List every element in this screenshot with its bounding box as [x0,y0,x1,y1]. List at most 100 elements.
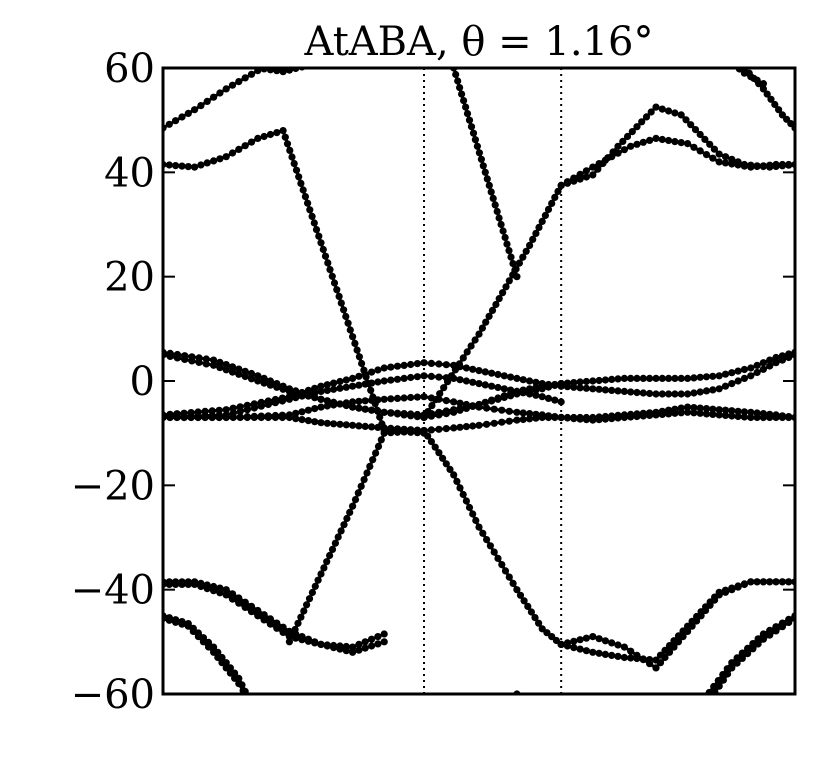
band-point [646,411,654,419]
band-point [226,669,234,677]
band-series-22 [557,578,795,672]
band-point [317,570,325,578]
band-point [387,429,395,437]
band-point [715,150,723,158]
band-point [772,359,780,367]
band-point [241,367,249,375]
band-point [165,580,173,589]
band-point [285,387,293,395]
band-point [441,711,448,718]
band-point [688,617,696,625]
band-point [715,385,723,393]
band-point [407,427,415,435]
band-point [260,611,268,619]
band-point [527,608,536,616]
band-point [767,95,775,103]
band-point [526,385,534,393]
band-point [627,647,635,655]
band-point [696,147,704,155]
band-point [488,306,497,314]
band-point [778,356,787,364]
band-point [342,421,350,429]
band-point [701,135,709,143]
band-point [300,607,308,615]
band-point [595,416,603,424]
band-point [507,373,515,381]
band-point [483,175,491,183]
band-point [400,374,408,382]
band-point [747,413,755,422]
band-point [248,701,255,708]
band-point [734,161,742,169]
band-point [450,398,458,406]
band-point [180,413,188,422]
band-point [473,142,481,150]
band-point [709,372,717,380]
band-point [724,670,732,678]
band-point [772,578,780,586]
band-series-4 [557,134,795,189]
band-point [721,406,730,414]
band-point [460,97,468,105]
band-point [766,161,774,169]
band-point [317,419,325,427]
band-point [721,159,730,167]
band-point [204,643,213,651]
band-point [501,567,510,575]
y-tick-label: 40 [104,150,155,196]
band-point [280,52,287,59]
band-point [570,383,578,391]
band-point [608,639,616,647]
band-point [693,612,701,621]
band-point [697,701,704,708]
band-point [488,396,496,404]
band-point [684,140,692,148]
band-point [639,412,647,420]
band-point [342,312,350,321]
band-point [264,400,272,409]
band-point [210,587,218,595]
band-point [759,85,768,93]
band-point [462,103,470,111]
band-point [215,413,223,422]
band-point [557,398,565,406]
band-point [526,390,534,398]
band-point [500,392,508,400]
band-point [696,130,704,139]
band-point [576,170,584,178]
band-point [505,277,513,285]
band-series-11 [163,372,565,422]
band-point [778,578,787,586]
band-point [734,367,742,375]
band-point [191,163,199,171]
band-point [349,382,357,390]
band-point [334,533,342,541]
band-point [456,423,464,431]
band-point [407,360,415,369]
band-point [582,173,591,181]
band-point [178,162,186,170]
band-point [726,57,733,64]
band-point [576,636,584,644]
band-point [608,651,616,660]
band-point [271,413,279,422]
band-point [236,413,244,422]
band-point [387,707,394,714]
band-point [665,107,673,115]
band-point [165,120,173,128]
band-point [355,640,363,649]
band-point [222,664,230,672]
band-point [481,168,489,176]
band-point [665,390,673,398]
y-tick-label: −60 [71,672,155,718]
band-point [236,407,244,415]
band-point [317,403,325,411]
band-point [471,136,479,144]
band-point [759,578,768,586]
band-point [710,145,719,153]
band-point [435,425,443,433]
band-point [652,411,660,419]
band-point [734,407,742,415]
band-point [728,664,736,672]
